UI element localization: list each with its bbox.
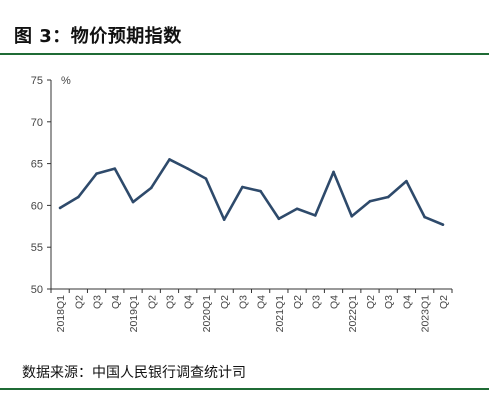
data-point (95, 172, 98, 175)
data-source: 数据来源：中国人民银行调查统计司 (22, 365, 246, 381)
series-line (58, 158, 445, 226)
x-tick-label: Q4 (256, 295, 268, 309)
data-point (168, 158, 171, 161)
y-tick-label: 65 (31, 159, 43, 171)
bottom-rule (0, 388, 489, 390)
x-tick-label: Q4 (329, 295, 341, 309)
y-tick-label: 50 (31, 284, 43, 296)
data-point (149, 186, 153, 190)
x-tick-label: 2023Q1 (420, 295, 432, 333)
x-tick-label: 2021Q1 (274, 295, 286, 333)
y-tick-label: 75 (31, 75, 43, 87)
y-axis-unit: % (61, 75, 71, 87)
x-tick-label: Q2 (365, 295, 377, 309)
figure-title: 图 3：物价预期指数 (14, 26, 182, 47)
x-ticks: 2018Q1 Q2 Q3 Q4 2019Q1 Q2 Q3 Q4 2020Q1 Q2 Q3 Q4 2021… (50, 289, 453, 333)
data-point (386, 195, 390, 199)
x-tick-label: Q2 (219, 295, 231, 309)
data-point (259, 189, 262, 193)
data-point (350, 214, 354, 218)
data-point (277, 217, 281, 221)
x-tick-label: 2018Q1 (55, 295, 67, 333)
data-point (113, 167, 117, 170)
axes (50, 80, 452, 290)
data-point (131, 200, 135, 204)
data-point (77, 195, 80, 199)
data-point (441, 223, 445, 226)
data-point (332, 170, 335, 174)
top-rule (0, 53, 489, 55)
data-point (186, 167, 190, 170)
data-point (222, 218, 226, 221)
data-point (405, 179, 408, 183)
x-tick-label: Q3 (237, 295, 249, 309)
data-point (368, 199, 372, 203)
data-point (241, 185, 244, 189)
data-point (423, 215, 426, 219)
x-tick-label: 2019Q1 (128, 295, 140, 333)
x-tick-label: 2020Q1 (201, 295, 213, 333)
x-tick-label: Q4 (183, 295, 195, 309)
x-tick-label: Q2 (438, 295, 450, 309)
data-point (204, 177, 208, 180)
series-group (58, 158, 445, 226)
y-tick-label: 60 (31, 200, 43, 212)
x-tick-label: Q3 (310, 295, 322, 309)
x-tick-label: Q4 (110, 295, 122, 309)
x-tick-label: Q3 (164, 295, 176, 309)
data-point (313, 214, 317, 217)
data-point (295, 207, 299, 211)
y-tick-label: 70 (31, 117, 43, 129)
x-tick-label: Q2 (73, 295, 85, 309)
x-tick-label: Q4 (401, 295, 413, 309)
price-expectation-chart: 50 55 60 65 70 75 2018Q1 Q2 Q3 Q4 2019Q1 Q2 Q3 Q4 202… (31, 75, 453, 333)
y-tick-label: 55 (31, 242, 43, 254)
x-tick-label: Q3 (92, 295, 104, 309)
x-tick-label: Q3 (383, 295, 395, 309)
y-ticks: 50 55 60 65 70 75 (31, 75, 51, 296)
x-tick-label: Q2 (146, 295, 158, 309)
x-tick-label: 2022Q1 (347, 295, 359, 333)
data-point (58, 206, 62, 210)
title-bar: 图 3：物价预期指数 (0, 0, 489, 48)
x-tick-label: Q2 (292, 295, 304, 309)
